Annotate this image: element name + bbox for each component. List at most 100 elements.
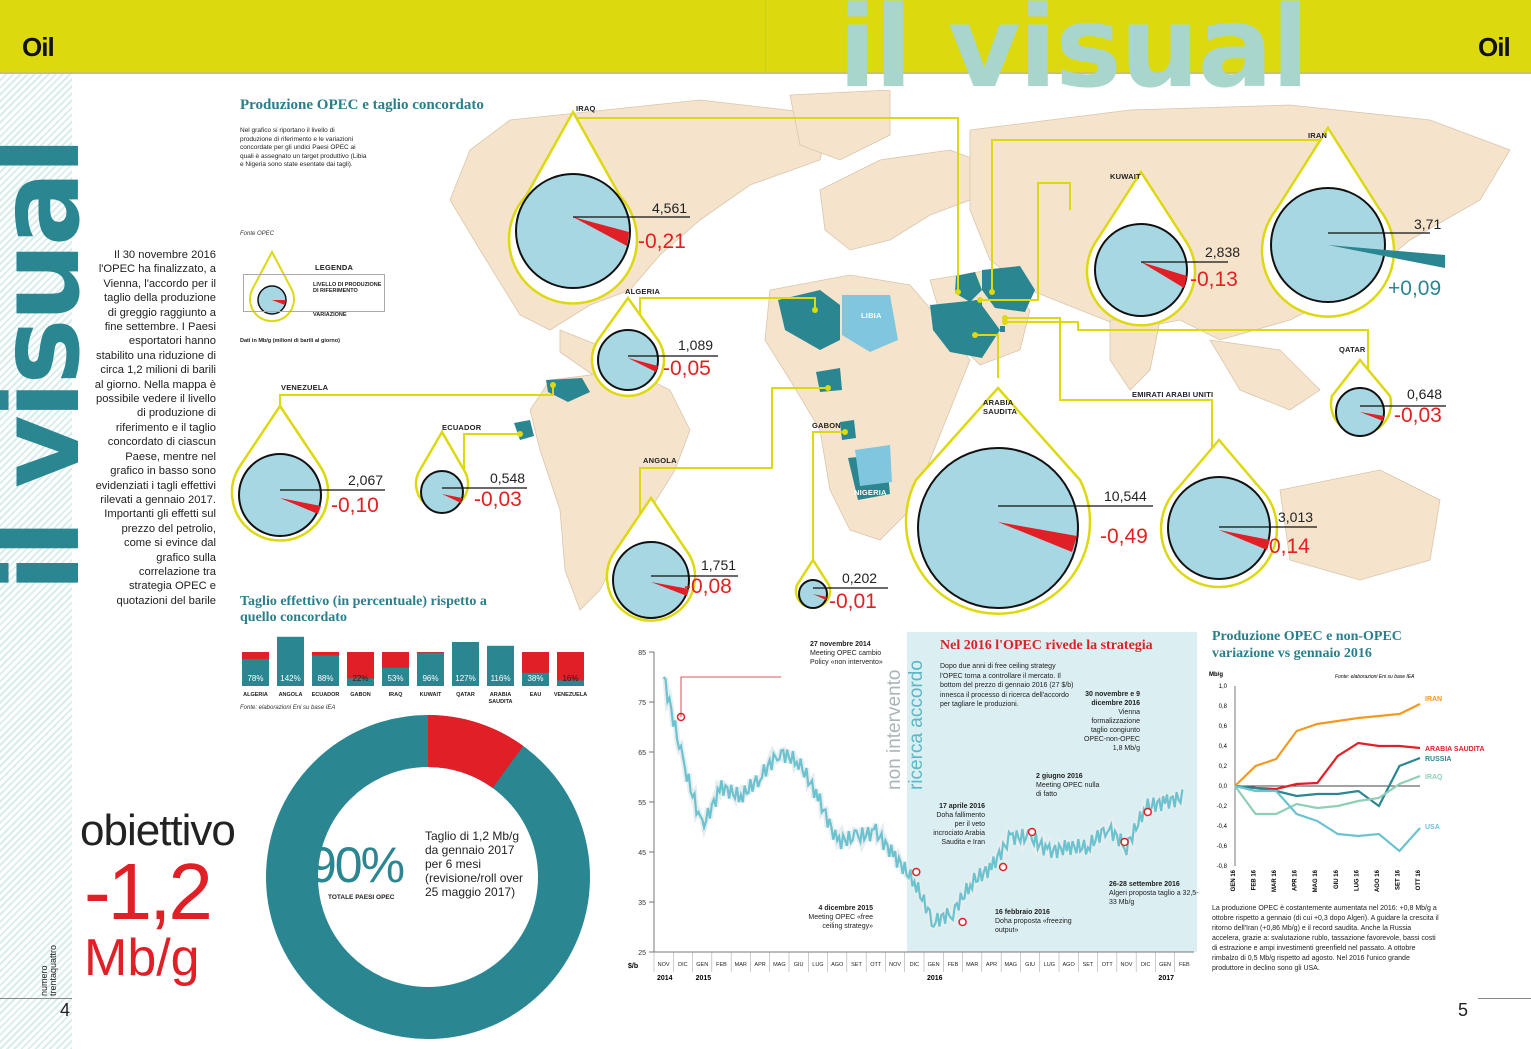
nonopec-series-label-4: USA <box>1425 824 1440 831</box>
nonopec-ytick-6: -0,2 <box>1217 804 1228 810</box>
map-source: Fonte OPEC <box>240 231 275 237</box>
bar-category-7-1: SAUDITA <box>488 699 512 704</box>
header-divider-right <box>765 72 1531 74</box>
bar-5 <box>417 652 444 686</box>
event-2014-date: 27 novembre 2014 <box>810 641 871 648</box>
algeria-shape <box>778 290 840 350</box>
label-ecuador: ECUADOR <box>442 423 482 432</box>
price-month-13: DIC <box>910 962 920 968</box>
bar-label-2: 88% <box>317 674 333 683</box>
event-apr2016-text: Doha fallimento per il veto incrociato A… <box>933 812 985 846</box>
label-iran: IRAN <box>1308 131 1328 140</box>
bar-1 <box>277 636 304 686</box>
price-year-3: 2017 <box>1158 975 1174 982</box>
header-divider-left <box>0 72 765 74</box>
bars-title: Taglio effettivo (in percentuale) rispet… <box>240 594 487 625</box>
legend-title: LEGENDA <box>315 263 354 272</box>
nonopec-xtick-5: GIU 16 <box>1334 869 1340 889</box>
price-event-dot-2 <box>958 917 967 927</box>
price-chart: 85 75 65 55 45 35 25$/b NOV DIC GEN FEB MAR APR MAG GI… <box>628 650 1194 982</box>
donut-chart <box>266 715 590 1039</box>
price-line <box>662 676 1184 928</box>
world-map <box>449 90 1511 611</box>
price-intro: Dopo due anni di free ceiling strategy l… <box>940 663 1074 708</box>
nonopec-ylabel: Mb/g <box>1209 672 1223 678</box>
event-dic2015: 4 dicembre 2015 Meeting OPEC «free ceilin… <box>798 904 873 931</box>
donut-note: Taglio di 1,2 Mb/g da gennaio 2017 per 6… <box>425 829 524 899</box>
legend-var-label: VARIAZIONE <box>313 312 347 318</box>
price-month-5: APR <box>754 962 765 968</box>
bar-category-3-0: GABON <box>350 692 371 698</box>
nonopec-ytick-4: 0,2 <box>1219 764 1228 770</box>
nonopec-ytick-2: 0,6 <box>1219 724 1228 730</box>
price-ytick-3: 55 <box>638 800 646 807</box>
price-ytick-0: 85 <box>638 650 646 657</box>
legend-box <box>243 274 385 312</box>
event-set2016: 26-28 settembre 2016 Algeri proposta tagl… <box>1109 880 1199 907</box>
nonopec-series-label-1: ARABIA SAUDITA <box>1425 746 1485 753</box>
value-iran: 3,71 <box>1414 216 1442 232</box>
change-angola: -0,08 <box>684 575 732 598</box>
bar-2 <box>312 655 339 686</box>
event-2014: 27 novembre 2014 Meeting OPEC cambio Poli… <box>810 640 890 667</box>
bar-category-6-0: QATAR <box>456 692 475 698</box>
bar-9 <box>557 680 584 686</box>
price-month-25: DIC <box>1141 962 1151 968</box>
event-feb2016: 16 febbraio 2016 Doha proposta «freezing … <box>995 908 1085 935</box>
page-footer-rule-left <box>0 998 72 999</box>
nonopec-ytick-7: -0,4 <box>1217 824 1228 830</box>
bar-category-9-0: VENEZUELA <box>554 692 587 698</box>
event-nov2016-text: Vienna formalizzazione taglio congiunto … <box>1083 709 1140 752</box>
nonopec-xtick-3: APR 16 <box>1293 869 1299 891</box>
change-ecuador: -0,03 <box>474 488 522 511</box>
nonopec-series-3 <box>1234 774 1421 816</box>
bar-8 <box>522 672 549 686</box>
value-arabia: 10,544 <box>1104 488 1147 504</box>
iraq-shape <box>955 272 982 302</box>
price-ytick-1: 75 <box>638 700 646 707</box>
page-number-left: 4 <box>60 1000 71 1020</box>
event-giu2016-date: 2 giugno 2016 <box>1036 773 1083 780</box>
price-yunit: $/b <box>628 963 638 970</box>
price-month-12: NOV <box>889 962 901 968</box>
nonopec-series-label-3: IRAQ <box>1425 774 1443 781</box>
europe-shape <box>819 149 991 251</box>
price-month-20: LUG <box>1044 962 1055 968</box>
libya-shape <box>842 295 898 352</box>
issue-label: numero trentaquattro <box>39 944 58 996</box>
price-month-11: OTT <box>870 962 882 968</box>
page-title: il visual <box>838 0 1310 113</box>
nonopec-ytick-0: 1,0 <box>1219 684 1228 690</box>
price-month-9: AGO <box>831 962 844 968</box>
change-kuwait: -0,13 <box>1190 268 1238 291</box>
bar-label-4: 53% <box>387 674 403 683</box>
price-month-19: GIU <box>1025 962 1035 968</box>
price-month-22: SET <box>1083 962 1094 968</box>
label-angola: ANGOLA <box>643 456 677 465</box>
bar-label-7: 116% <box>491 674 511 683</box>
bar-label-0: 78% <box>247 674 263 683</box>
nonopec-xtick-1: FEB 16 <box>1252 869 1258 890</box>
nonopec-xtick-4: MAG 16 <box>1313 869 1319 892</box>
price-month-24: NOV <box>1121 962 1133 968</box>
price-event-dot-6 <box>1143 807 1152 817</box>
nonopec-xtick-7: AGO 16 <box>1375 869 1381 892</box>
donut-percent: 90% <box>309 837 405 893</box>
change-emirati: -0,14 <box>1262 535 1310 558</box>
price-month-8: LUG <box>812 962 823 968</box>
price-ytick-6: 25 <box>638 950 646 957</box>
price-year-0: 2014 <box>657 975 673 982</box>
price-month-14: GEN <box>928 962 940 968</box>
label-venezuela: VENEZUELA <box>281 383 329 392</box>
nonopec-ytick-3: 0,4 <box>1219 744 1228 750</box>
change-iraq: -0,21 <box>638 230 686 253</box>
nonopec-series-4 <box>1234 784 1421 853</box>
label-nigeria: NIGERIA <box>854 488 887 497</box>
bar-category-7-0: ARABIA <box>490 692 511 698</box>
value-qatar: 0,648 <box>1407 386 1443 402</box>
price-highlight <box>907 632 1197 952</box>
australia-shape <box>1279 469 1441 581</box>
greenland-shape <box>789 90 891 161</box>
left-hatch-band <box>0 72 72 1049</box>
bar-category-8-0: EAU <box>530 692 542 698</box>
